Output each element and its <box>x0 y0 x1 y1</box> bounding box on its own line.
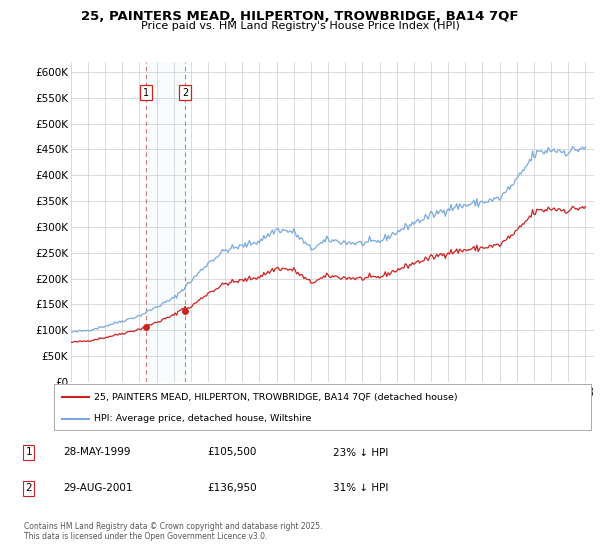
Text: £105,500: £105,500 <box>207 447 256 458</box>
Text: 29-AUG-2001: 29-AUG-2001 <box>63 483 133 493</box>
Text: 28-MAY-1999: 28-MAY-1999 <box>63 447 131 458</box>
Text: 2: 2 <box>25 483 32 493</box>
Text: 25, PAINTERS MEAD, HILPERTON, TROWBRIDGE, BA14 7QF (detached house): 25, PAINTERS MEAD, HILPERTON, TROWBRIDGE… <box>94 393 458 402</box>
Text: £136,950: £136,950 <box>207 483 257 493</box>
Text: Contains HM Land Registry data © Crown copyright and database right 2025.
This d: Contains HM Land Registry data © Crown c… <box>24 522 323 542</box>
Text: 1: 1 <box>25 447 32 458</box>
Text: Price paid vs. HM Land Registry's House Price Index (HPI): Price paid vs. HM Land Registry's House … <box>140 21 460 31</box>
Bar <box>146 62 185 382</box>
Text: 31% ↓ HPI: 31% ↓ HPI <box>333 483 388 493</box>
Text: 1: 1 <box>143 87 149 97</box>
Text: 2: 2 <box>182 87 188 97</box>
Text: HPI: Average price, detached house, Wiltshire: HPI: Average price, detached house, Wilt… <box>94 414 311 423</box>
Text: 23% ↓ HPI: 23% ↓ HPI <box>333 447 388 458</box>
Text: 25, PAINTERS MEAD, HILPERTON, TROWBRIDGE, BA14 7QF: 25, PAINTERS MEAD, HILPERTON, TROWBRIDGE… <box>81 10 519 23</box>
